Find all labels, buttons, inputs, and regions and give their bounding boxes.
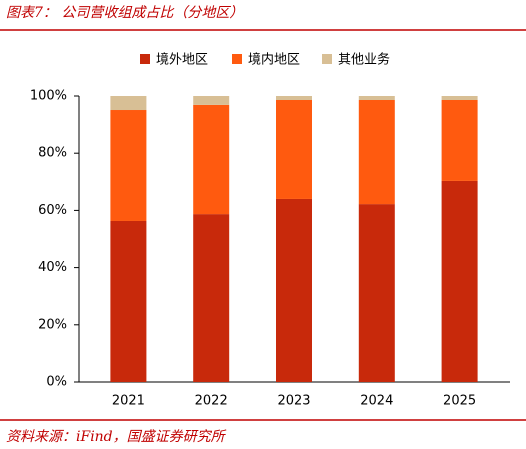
bar-segment — [441, 96, 478, 101]
chart-title: 图表7： 公司营收组成占比（分地区） — [6, 5, 243, 21]
bar-segment — [193, 214, 230, 382]
bar-segment — [276, 96, 312, 101]
legend-swatch — [322, 54, 332, 64]
y-tick-label: 60% — [38, 203, 67, 218]
bar-segment — [193, 96, 230, 105]
source: 资料来源：iFind，国盛证券研究所 — [6, 429, 227, 445]
legend-label: 境内地区 — [248, 52, 300, 68]
bar-segment — [110, 96, 147, 111]
y-tick-label: 20% — [38, 317, 67, 332]
y-tick-label: 100% — [30, 89, 67, 104]
legend-label: 境外地区 — [156, 53, 208, 68]
bar-segment — [358, 100, 395, 205]
x-tick-label: 2025 — [443, 394, 476, 409]
x-tick-label: 2023 — [277, 394, 310, 409]
y-tick-label: 80% — [38, 146, 67, 161]
bar-segment — [110, 220, 147, 382]
bar-segment — [110, 110, 147, 221]
legend-label: 其他业务 — [338, 52, 390, 68]
bar-segment — [441, 180, 478, 382]
bar-segment — [193, 104, 230, 215]
x-tick-label: 2021 — [112, 394, 145, 409]
legend-swatch — [232, 54, 242, 64]
bar-segment — [358, 96, 395, 101]
y-tick-label: 40% — [38, 260, 67, 275]
bar-segment — [276, 198, 312, 382]
bar-segment — [358, 204, 395, 382]
bar-segment — [441, 100, 478, 181]
bar-segment — [276, 100, 312, 199]
x-tick-label: 2024 — [360, 394, 393, 409]
legend-swatch — [140, 54, 150, 64]
y-tick-label: 0% — [46, 375, 67, 390]
x-tick-label: 2022 — [195, 394, 228, 409]
